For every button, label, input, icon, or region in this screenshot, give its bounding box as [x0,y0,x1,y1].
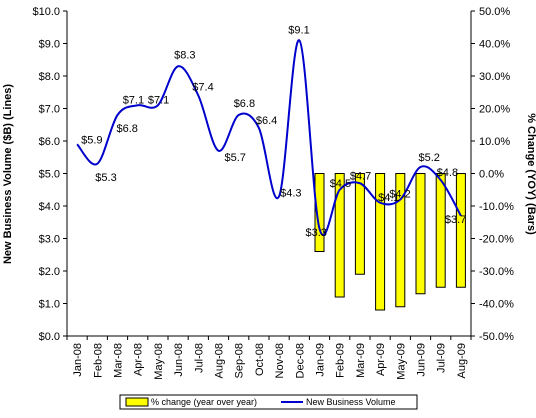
data-label-May-08: $7.1 [148,94,169,106]
y-tick-label: $5.0 [39,169,60,181]
data-label-May-09: $4.2 [389,189,410,201]
y2-tick-label: -40.0% [479,299,514,311]
y2-tick-label: -20.0% [479,234,514,246]
y2-tick-label: 20.0% [479,104,510,116]
bar-Jun-09 [415,173,426,295]
y-tick-label: $4.0 [39,201,60,213]
x-tick-label: Jun-09 [416,343,428,377]
data-label-Oct-08: $6.4 [256,115,277,127]
y-tick-label: $9.0 [39,39,60,51]
x-tick-label: Apr-08 [133,343,145,376]
x-tick-label: May-08 [153,343,165,380]
data-label-Apr-09: $4.1 [378,192,399,204]
y2-tick-label: 10.0% [479,136,510,148]
x-tick-label: May-09 [395,343,407,380]
y-tick-label: $7.0 [39,104,60,116]
x-tick-label: Jul-08 [193,343,205,373]
x-tick-label: Jun-08 [173,343,185,377]
bar-Jul-09 [435,173,446,288]
data-label-Sep-08: $6.8 [234,98,255,110]
data-label-Jan-08: $5.9 [81,134,102,146]
x-tick-label: Feb-08 [92,343,104,378]
bar-Apr-09 [375,173,386,311]
y2-tick-label: -50.0% [479,331,514,343]
y2-axis-title: % Change (YOY) (Bars) [525,113,536,235]
x-tick-label: Oct-08 [254,343,266,376]
data-label-Feb-09: $4.5 [330,178,351,190]
x-tick-label: Jan-09 [315,343,327,377]
x-tick-label: Apr-09 [375,343,387,376]
data-label-Jul-09: $4.8 [437,167,458,179]
legend-label-bars: % change (year over year) [151,397,257,407]
y2-tick-label: 0.0% [479,169,504,181]
data-label-Mar-09: $4.7 [350,170,371,182]
x-tick-label: Aug-08 [214,343,226,378]
x-tick-label: Nov-08 [274,343,286,378]
y2-tick-label: 40.0% [479,39,510,51]
y-tick-label: $3.0 [39,234,60,246]
data-label-Nov-08: $4.3 [280,187,301,199]
y2-tick-label: -10.0% [479,201,514,213]
x-tick-label: Sep-08 [234,343,246,378]
data-label-Feb-08: $5.3 [95,172,116,184]
data-label-Mar-08: $6.8 [117,123,138,135]
y-tick-label: $6.0 [39,136,60,148]
y2-tick-label: 30.0% [479,71,510,83]
y-axis-title: New Business Volume ($B) (Lines) [2,84,14,264]
legend-label-line: New Business Volume [306,397,396,407]
x-tick-label: Dec-08 [294,343,306,378]
bar-Jan-09 [314,173,325,252]
x-tick-label: Jul-09 [436,343,448,373]
y-tick-label: $2.0 [39,266,60,278]
bar-May-09 [395,173,406,308]
x-tick-label: Jan-08 [72,343,84,377]
data-label-Jul-08: $7.4 [192,82,213,94]
x-tick-label: Mar-09 [355,343,367,378]
bar-Mar-09 [354,173,365,275]
y-tick-label: $0.0 [39,331,60,343]
y-tick-label: $10.0 [32,6,60,18]
data-label-Jun-09: $5.2 [419,152,440,164]
legend: % change (year over year) New Business V… [119,394,418,410]
y2-tick-label: -30.0% [479,266,514,278]
data-label-Aug-08: $5.7 [225,152,246,164]
y-tick-label: $8.0 [39,71,60,83]
legend-swatch-bars [125,397,149,407]
y2-tick-label: 50.0% [479,6,510,18]
bar-Aug-09 [455,173,466,288]
data-label-Dec-08: $9.1 [288,24,309,36]
x-tick-label: Feb-09 [335,343,347,378]
x-tick-label: Mar-08 [113,343,125,378]
data-label-Jun-08: $8.3 [174,49,195,61]
bar-Feb-09 [334,173,345,298]
data-label-Apr-08: $7.1 [123,94,144,106]
x-tick-label: Aug-09 [456,343,468,378]
y-tick-label: $1.0 [39,299,60,311]
data-label-Aug-09: $3.7 [445,214,466,226]
data-label-Jan-09: $3.3 [306,227,327,239]
line-new-business-volume [76,39,462,236]
